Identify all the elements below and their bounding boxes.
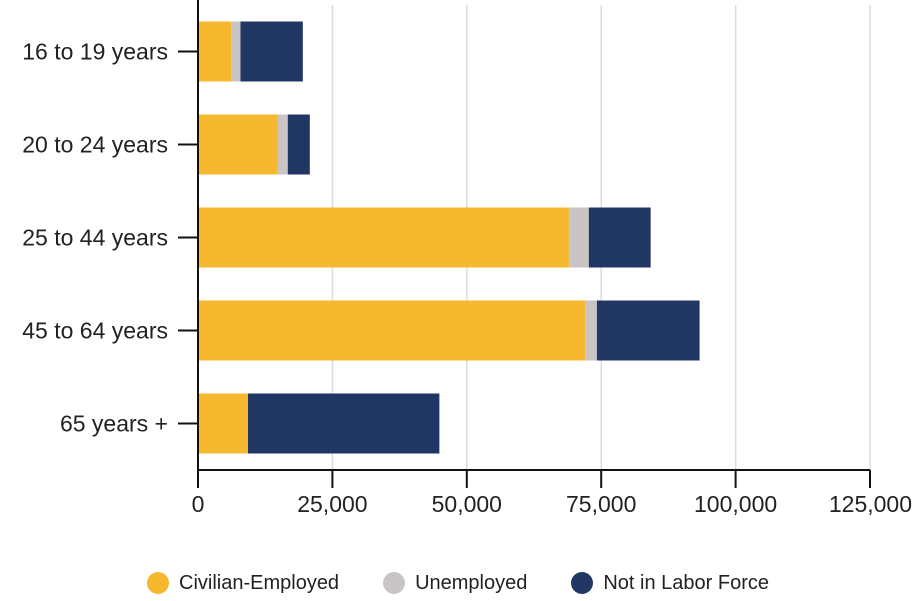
- legend-swatch: [571, 572, 593, 594]
- y-axis-labels: 16 to 19 years 20 to 24 years 25 to 44 yea…: [22, 39, 168, 437]
- legend-swatch: [383, 572, 405, 594]
- legend-label: Not in Labor Force: [603, 572, 769, 595]
- legend-label: Unemployed: [415, 572, 527, 595]
- bar-civilian-employed-20-to-24-years: [198, 115, 278, 175]
- bar-unemployed-45-to-64-years: [585, 301, 597, 361]
- legend: Civilian-Employed Unemployed Not in Labor …: [0, 565, 916, 601]
- x-tick-label: 75,000: [566, 491, 636, 517]
- stacked-bar-chart: 16 to 19 years 20 to 24 years 25 to 44 yea…: [0, 0, 916, 560]
- bar-unemployed-25-to-44-years: [569, 208, 589, 268]
- x-tick-label: 125,000: [829, 491, 912, 517]
- legend-swatch: [147, 572, 169, 594]
- bar-civilian-employed-25-to-44-years: [198, 208, 569, 268]
- y-tick-label: 20 to 24 years: [22, 132, 168, 158]
- bar-not-in-labor-force-45-to-64-years: [597, 301, 700, 361]
- legend-item-not-in-labor-force[interactable]: Not in Labor Force: [571, 572, 769, 595]
- bar-civilian-employed-65-years-: [198, 394, 248, 454]
- x-axis-labels: 0 25,000 50,000 75,000 100,000 125,000: [192, 491, 912, 517]
- bar-unemployed-16-to-19-years: [231, 22, 240, 82]
- bar-civilian-employed-16-to-19-years: [198, 22, 231, 82]
- y-tick-label: 65 years +: [60, 411, 168, 437]
- x-tick-label: 100,000: [694, 491, 777, 517]
- bar-civilian-employed-45-to-64-years: [198, 301, 585, 361]
- bar-unemployed-20-to-24-years: [278, 115, 288, 175]
- y-tick-label: 16 to 19 years: [22, 39, 168, 65]
- bar-not-in-labor-force-65-years-: [248, 394, 439, 454]
- bar-not-in-labor-force-25-to-44-years: [589, 208, 651, 268]
- x-tick-label: 50,000: [432, 491, 502, 517]
- bars: [198, 22, 700, 454]
- legend-item-civilian-employed[interactable]: Civilian-Employed: [147, 572, 339, 595]
- x-tick-label: 25,000: [297, 491, 367, 517]
- y-tick-label: 45 to 64 years: [22, 318, 168, 344]
- y-tick-label: 25 to 44 years: [22, 225, 168, 251]
- bar-not-in-labor-force-16-to-19-years: [240, 22, 302, 82]
- legend-label: Civilian-Employed: [179, 572, 339, 595]
- x-tick-label: 0: [192, 491, 205, 517]
- legend-item-unemployed[interactable]: Unemployed: [383, 572, 527, 595]
- bar-not-in-labor-force-20-to-24-years: [288, 115, 310, 175]
